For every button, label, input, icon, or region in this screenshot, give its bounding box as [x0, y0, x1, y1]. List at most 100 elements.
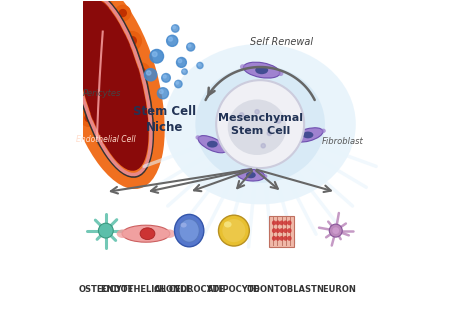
Circle shape: [261, 144, 265, 148]
Circle shape: [128, 37, 136, 45]
Ellipse shape: [290, 137, 295, 141]
Circle shape: [152, 52, 157, 57]
Circle shape: [150, 50, 164, 63]
Text: OSTEOCYTE: OSTEOCYTE: [78, 285, 133, 294]
Circle shape: [255, 110, 259, 114]
Circle shape: [176, 82, 179, 84]
Ellipse shape: [195, 135, 200, 140]
Ellipse shape: [302, 131, 313, 138]
Ellipse shape: [272, 228, 276, 233]
Circle shape: [174, 80, 182, 88]
Ellipse shape: [287, 236, 292, 241]
Circle shape: [239, 113, 244, 117]
Circle shape: [100, 136, 108, 143]
Ellipse shape: [240, 64, 246, 69]
Ellipse shape: [181, 223, 187, 228]
Circle shape: [96, 131, 112, 148]
Circle shape: [276, 119, 281, 123]
Ellipse shape: [276, 220, 280, 225]
Text: ADIPOCYTE: ADIPOCYTE: [207, 285, 261, 294]
Circle shape: [100, 3, 108, 11]
Ellipse shape: [287, 228, 292, 233]
Ellipse shape: [179, 219, 199, 242]
Ellipse shape: [59, 0, 165, 189]
Text: Fibroblast: Fibroblast: [322, 137, 364, 146]
Ellipse shape: [140, 228, 155, 240]
Circle shape: [157, 88, 168, 99]
Circle shape: [119, 127, 126, 134]
Circle shape: [86, 18, 95, 26]
Ellipse shape: [332, 227, 339, 234]
Circle shape: [85, 114, 92, 122]
Circle shape: [173, 26, 175, 29]
Ellipse shape: [280, 220, 284, 225]
Circle shape: [183, 70, 185, 72]
Ellipse shape: [283, 236, 288, 241]
Ellipse shape: [224, 221, 232, 228]
Ellipse shape: [219, 215, 249, 246]
Circle shape: [115, 5, 130, 21]
Circle shape: [172, 25, 179, 32]
Text: Stem Cell
Niche: Stem Cell Niche: [133, 105, 196, 134]
Ellipse shape: [75, 0, 148, 171]
Circle shape: [84, 46, 100, 61]
Ellipse shape: [122, 225, 170, 242]
Circle shape: [137, 68, 145, 76]
Ellipse shape: [272, 236, 276, 241]
Ellipse shape: [174, 215, 204, 247]
Circle shape: [159, 90, 163, 94]
Circle shape: [132, 102, 139, 109]
Ellipse shape: [276, 236, 280, 241]
Text: NEURON: NEURON: [316, 285, 356, 294]
Circle shape: [198, 64, 200, 66]
Ellipse shape: [99, 223, 113, 238]
Ellipse shape: [235, 172, 238, 176]
Text: Self Renewal: Self Renewal: [250, 38, 313, 47]
Text: Mesenchymal
Stem Cell: Mesenchymal Stem Cell: [218, 113, 302, 136]
Ellipse shape: [228, 100, 286, 155]
Circle shape: [115, 123, 130, 138]
Circle shape: [169, 37, 173, 41]
Circle shape: [119, 10, 126, 16]
Ellipse shape: [280, 228, 284, 233]
Text: Pericytes: Pericytes: [82, 89, 121, 98]
Ellipse shape: [216, 80, 304, 168]
Circle shape: [76, 77, 83, 85]
Ellipse shape: [280, 236, 284, 241]
Circle shape: [182, 69, 187, 74]
Ellipse shape: [225, 149, 229, 153]
Circle shape: [187, 43, 195, 51]
Text: Endothelial Cell: Endothelial Cell: [76, 135, 136, 144]
Circle shape: [81, 110, 97, 126]
Circle shape: [71, 72, 88, 90]
Ellipse shape: [246, 172, 256, 178]
Circle shape: [123, 32, 141, 50]
Circle shape: [246, 128, 250, 132]
Circle shape: [267, 131, 272, 135]
Circle shape: [127, 98, 143, 114]
Circle shape: [178, 59, 182, 63]
Ellipse shape: [329, 224, 342, 237]
Text: ENDOTHELIAL CELL: ENDOTHELIAL CELL: [101, 285, 191, 294]
Ellipse shape: [287, 220, 292, 225]
Ellipse shape: [222, 219, 246, 242]
Circle shape: [176, 57, 186, 67]
Ellipse shape: [272, 220, 276, 225]
Circle shape: [162, 73, 170, 82]
Ellipse shape: [278, 71, 283, 76]
Ellipse shape: [255, 66, 268, 74]
Ellipse shape: [276, 228, 280, 233]
Ellipse shape: [321, 129, 326, 133]
Ellipse shape: [207, 141, 218, 148]
Circle shape: [197, 62, 203, 69]
Ellipse shape: [293, 128, 323, 142]
Text: ODONTOBLAST: ODONTOBLAST: [246, 285, 317, 294]
Circle shape: [163, 75, 166, 78]
Ellipse shape: [244, 62, 280, 78]
Ellipse shape: [195, 65, 325, 183]
Ellipse shape: [283, 220, 288, 225]
Circle shape: [96, 0, 113, 16]
Ellipse shape: [163, 229, 175, 238]
Ellipse shape: [237, 169, 265, 181]
Circle shape: [145, 69, 157, 81]
